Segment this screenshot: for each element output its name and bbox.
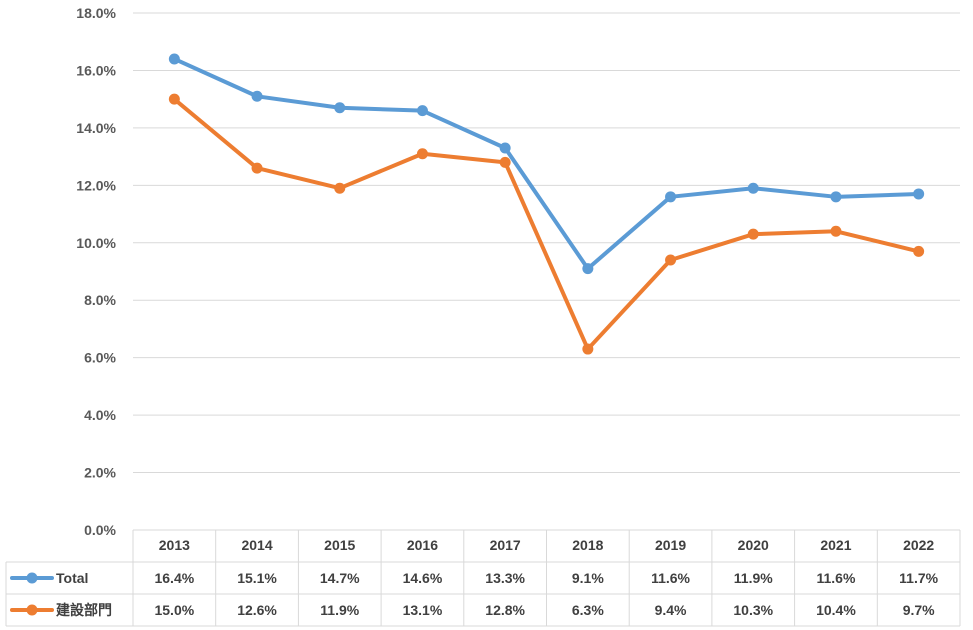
category-label: 2015: [324, 537, 355, 553]
y-tick-label: 8.0%: [84, 292, 116, 308]
data-point: [747, 228, 759, 240]
legend-key-marker: [26, 604, 38, 616]
y-tick-label: 18.0%: [76, 5, 116, 21]
table-cell-value: 11.7%: [899, 570, 938, 586]
table-cell-value: 11.9%: [734, 570, 773, 586]
table-cell-value: 14.7%: [320, 570, 360, 586]
table-cell-value: 15.0%: [154, 602, 194, 618]
data-point: [251, 90, 263, 102]
data-point: [499, 142, 511, 154]
table-cell-value: 11.6%: [651, 570, 690, 586]
table-cell-value: 9.4%: [655, 602, 687, 618]
data-point: [830, 225, 842, 237]
category-label: 2017: [490, 537, 521, 553]
data-point: [913, 188, 925, 200]
data-point: [830, 191, 842, 203]
category-label: 2020: [738, 537, 769, 553]
y-tick-label: 6.0%: [84, 350, 116, 366]
data-point: [251, 162, 263, 174]
table-cell-value: 13.1%: [403, 602, 443, 618]
category-label: 2022: [903, 537, 934, 553]
category-label: 2013: [159, 537, 190, 553]
table-cell-value: 10.4%: [816, 602, 856, 618]
category-label: 2014: [241, 537, 272, 553]
legend-series-name: Total: [56, 570, 88, 586]
y-tick-label: 4.0%: [84, 407, 116, 423]
table-cell-value: 9.7%: [903, 602, 935, 618]
table-cell-value: 15.1%: [237, 570, 277, 586]
y-tick-label: 0.0%: [84, 522, 116, 538]
table-cell-value: 11.9%: [320, 602, 359, 618]
data-point: [665, 191, 677, 203]
category-label: 2018: [572, 537, 603, 553]
series-lines: [168, 53, 925, 355]
table-cell-value: 10.3%: [733, 602, 773, 618]
data-point: [665, 254, 677, 266]
table-cell-value: 6.3%: [572, 602, 604, 618]
table-cell-value: 14.6%: [403, 570, 443, 586]
y-tick-label: 16.0%: [76, 62, 116, 78]
series-line: [172, 97, 921, 352]
data-point: [582, 343, 594, 355]
data-point: [168, 93, 180, 105]
legend-key-marker: [26, 572, 38, 584]
data-point: [747, 182, 759, 194]
table-cell-value: 13.3%: [485, 570, 525, 586]
y-tick-label: 2.0%: [84, 465, 116, 481]
data-point: [582, 263, 594, 275]
table-cell-value: 12.8%: [485, 602, 525, 618]
data-point: [416, 148, 428, 160]
y-tick-label: 14.0%: [76, 120, 116, 136]
data-point: [913, 245, 925, 257]
data-point: [499, 156, 511, 168]
gridlines: [133, 12, 960, 531]
data-table: 2013 2014 2015 2016 2017 2018 2019 2020 2021 2022…: [5, 529, 961, 627]
series-line: [172, 56, 921, 271]
y-axis-tick-labels: 0.0% 2.0% 4.0% 6.0% 8.0% 10.0% 12.0% 14.0% 16.0%…: [76, 5, 116, 538]
legend-series-name: 建設部門: [56, 602, 112, 618]
table-cell-value: 16.4%: [154, 570, 194, 586]
table-cell-value: 9.1%: [572, 570, 604, 586]
table-cell-value: 12.6%: [237, 602, 277, 618]
data-point: [416, 105, 428, 117]
data-point: [334, 182, 346, 194]
table-cell-value: 11.6%: [816, 570, 855, 586]
category-label: 2021: [820, 537, 851, 553]
data-point: [334, 102, 346, 114]
category-label: 2019: [655, 537, 686, 553]
y-tick-label: 12.0%: [76, 177, 116, 193]
category-label: 2016: [407, 537, 438, 553]
data-point: [168, 53, 180, 65]
y-tick-label: 10.0%: [76, 235, 116, 251]
